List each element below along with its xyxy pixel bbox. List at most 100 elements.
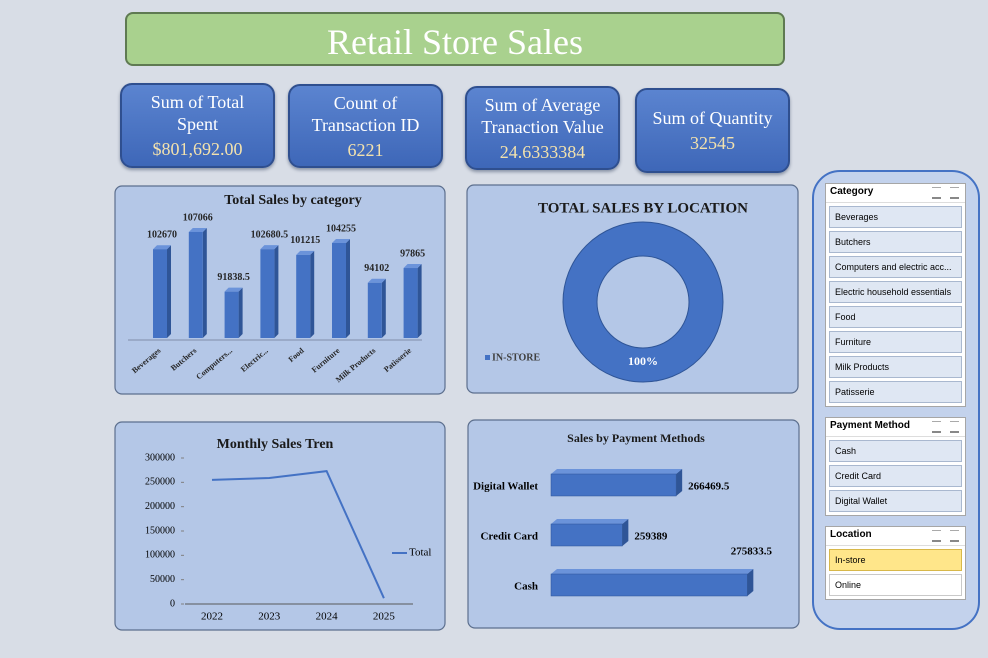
y-tick-label: 250000 — [145, 477, 175, 488]
slicer-item[interactable]: Patisserie — [829, 381, 962, 403]
y-tick-label: 150000 — [145, 525, 175, 536]
slicer-item[interactable]: In-store — [829, 549, 962, 571]
kpi-card: Count of Transaction ID 6221 — [288, 84, 443, 168]
bar — [332, 243, 346, 338]
slicer-item[interactable]: Milk Products — [829, 356, 962, 378]
bar — [403, 268, 418, 338]
chart-panel — [466, 184, 799, 394]
bar — [550, 523, 623, 547]
y-tick-label: Digital Wallet — [473, 481, 538, 493]
y-tick-label: Credit Card — [480, 531, 538, 543]
bar-top — [551, 469, 683, 474]
clear-filter-icon[interactable] — [950, 530, 959, 542]
y-tick-label: 200000 — [145, 501, 175, 512]
multi-select-icon[interactable] — [932, 530, 941, 542]
bar — [296, 254, 311, 338]
chart-title: Monthly Sales Tren — [217, 437, 334, 452]
y-tick-label: 50000 — [150, 574, 175, 585]
data-label: 101215 — [290, 235, 320, 246]
bar — [367, 282, 382, 338]
clear-filter-icon[interactable] — [950, 187, 959, 199]
y-tick-label: 100000 — [145, 550, 175, 561]
slicer: Location In-store Online — [825, 526, 966, 600]
slicer-item[interactable]: Food — [829, 306, 962, 328]
x-tick-label: 2023 — [258, 611, 281, 623]
legend-label: IN-STORE — [492, 352, 540, 363]
bar-top — [332, 239, 350, 244]
kpi-value: $801,692.00 — [152, 139, 243, 159]
clear-filter-icon[interactable] — [950, 421, 959, 433]
bar-side — [346, 239, 350, 338]
chart-panel — [467, 419, 800, 629]
slicer-item[interactable]: Electric household essentials — [829, 281, 962, 303]
y-tick-label: 0 — [170, 598, 175, 609]
multi-select-icon[interactable] — [932, 187, 941, 199]
slicer-header: Location — [826, 527, 965, 546]
slicer-header: Category — [826, 184, 965, 203]
bar-side — [202, 227, 207, 338]
data-label: 102670 — [147, 230, 177, 241]
slicer-item[interactable]: Digital Wallet — [829, 490, 962, 512]
bar-top — [224, 287, 243, 292]
bar-top — [296, 250, 315, 255]
data-label: 97865 — [400, 248, 425, 259]
slicer-item[interactable]: Credit Card — [829, 465, 962, 487]
chart-title: Sales by Payment Methods — [567, 431, 705, 445]
slicer-header: Payment Method — [826, 418, 965, 437]
data-label: 104255 — [326, 223, 356, 234]
slicer-title: Category — [830, 186, 874, 197]
kpi-label: Count of Transaction ID — [311, 92, 420, 135]
bar-side — [274, 245, 279, 338]
bar-side — [676, 469, 683, 496]
bar-side — [417, 264, 422, 338]
slicer-item[interactable]: Beverages — [829, 206, 962, 228]
legend-swatch — [485, 355, 490, 360]
data-label: 107066 — [183, 212, 213, 223]
y-tick-label: Cash — [514, 581, 538, 593]
donut-edge — [596, 255, 690, 349]
slicer-item[interactable]: Online — [829, 574, 962, 596]
bar — [153, 249, 167, 338]
slicer-title: Payment Method — [830, 420, 911, 431]
bar-top — [188, 227, 207, 232]
slicer-item[interactable]: Furniture — [829, 331, 962, 353]
data-label: 275833.5 — [731, 546, 773, 558]
multi-select-icon[interactable] — [932, 421, 941, 433]
donut-edge — [562, 221, 724, 383]
bar-side — [167, 245, 171, 338]
bar-top — [403, 264, 422, 269]
bar-side — [747, 569, 754, 596]
slicer-title: Location — [830, 529, 872, 540]
data-label: 91838.5 — [217, 272, 250, 283]
dashboard-title: Retail Store Sales — [125, 12, 785, 66]
slicer-item[interactable]: Butchers — [829, 231, 962, 253]
kpi-value: 6221 — [347, 139, 384, 160]
donut-segment — [563, 222, 723, 382]
y-tick-label: 300000 — [145, 452, 175, 463]
bar-side — [381, 278, 386, 338]
slicer-item[interactable]: Computers and electric acc... — [829, 256, 962, 278]
kpi-label: Sum of Average Tranaction Value — [481, 94, 604, 137]
slicer-item[interactable]: Cash — [829, 440, 962, 462]
bar — [224, 291, 239, 338]
kpi-value: 24.6333384 — [499, 141, 586, 162]
data-label: 102680.5 — [251, 229, 289, 240]
data-label: 259389 — [634, 531, 668, 543]
chart-title: Total Sales by category — [224, 193, 362, 208]
x-tick-label: 2022 — [201, 611, 223, 623]
slicer: Payment Method Cash Credit Card Digital Wal… — [825, 417, 966, 516]
kpi-label: Sum of Total Spent — [150, 92, 245, 134]
x-tick-label: 2024 — [316, 611, 339, 623]
x-tick-label: 2025 — [373, 611, 396, 623]
bar-top — [551, 519, 629, 524]
bar-side — [238, 287, 243, 338]
data-label: 94102 — [364, 263, 389, 274]
bar — [188, 231, 203, 338]
data-label: 100% — [628, 354, 658, 368]
chart-title: TOTAL SALES BY LOCATION — [538, 200, 748, 216]
bar — [550, 573, 748, 597]
chart-panel — [114, 421, 446, 631]
kpi-value: 32545 — [690, 133, 735, 153]
